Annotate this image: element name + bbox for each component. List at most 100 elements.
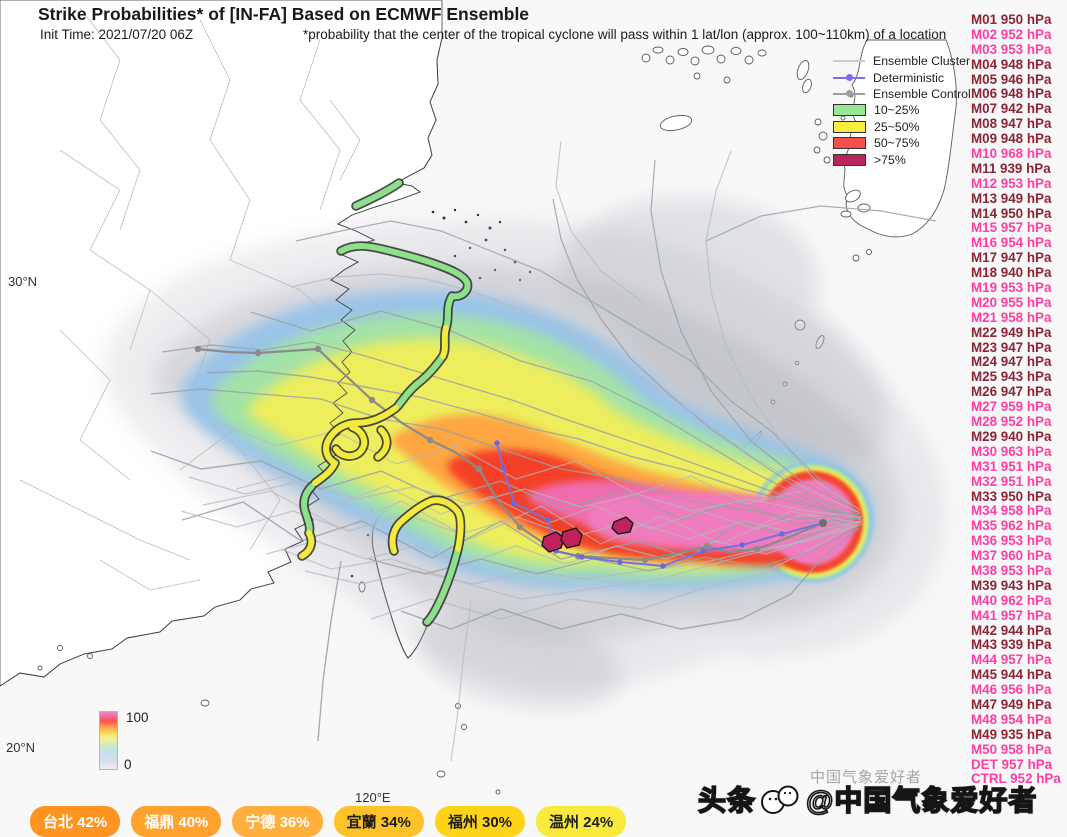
ensemble-member: M13 949 hPa — [971, 190, 1052, 206]
watermark: 头条 @中国气象爱好者 — [697, 779, 1038, 819]
ensemble-member: M30 963 hPa — [971, 443, 1052, 459]
legend-label: >75% — [874, 152, 906, 167]
legend-color-box — [833, 137, 866, 150]
probability-colorbar — [99, 711, 118, 770]
legend-line-sample — [833, 88, 865, 100]
ensemble-member: M49 935 hPa — [971, 726, 1052, 742]
city-probability-badge: 福州 30% — [434, 806, 526, 837]
ensemble-member: M17 947 hPa — [971, 250, 1052, 266]
ensemble-member: M46 956 hPa — [971, 682, 1052, 698]
legend-color-box — [833, 104, 866, 117]
legend-label: Ensemble Cluster — [873, 54, 971, 69]
ensemble-member: M42 944 hPa — [971, 622, 1052, 638]
city-probability-badge: 台北 42% — [30, 806, 121, 837]
ensemble-member: M38 953 hPa — [971, 562, 1052, 578]
ensemble-member: M11 939 hPa — [971, 160, 1051, 176]
legend-label: 50~75% — [874, 136, 920, 151]
deterministic-track — [494, 440, 827, 569]
legend-line-sample — [833, 55, 865, 67]
ensemble-member: M05 946 hPa — [971, 71, 1052, 87]
city-probability-badge: 宁德 36% — [232, 806, 323, 837]
legend-line-sample — [833, 72, 865, 84]
ensemble-member: M23 947 hPa — [971, 339, 1052, 355]
ensemble-member: M40 962 hPa — [971, 592, 1052, 608]
ensemble-member: M01 950 hPa — [971, 12, 1052, 27]
watermark-brand: 头条 — [697, 784, 757, 817]
ensemble-member: M50 958 hPa — [971, 741, 1052, 757]
ensemble-member: M27 959 hPa — [971, 399, 1052, 415]
ensemble-member: M41 957 hPa — [971, 607, 1052, 623]
legend-track-row: Deterministic — [833, 69, 971, 85]
ensemble-member: M08 947 hPa — [971, 116, 1052, 132]
probability-field — [103, 197, 946, 709]
ensemble-member: M07 942 hPa — [971, 101, 1052, 117]
ensemble-member: DET 957 hPa — [971, 756, 1053, 772]
ensemble-member: M26 947 hPa — [971, 384, 1052, 400]
lon-tick-120e: 120°E — [355, 790, 391, 805]
ensemble-member: M45 944 hPa — [971, 667, 1052, 683]
ensemble-member: M28 952 hPa — [971, 414, 1052, 430]
legend-band-row: 25~50% — [833, 119, 971, 135]
ensemble-member: M39 943 hPa — [971, 577, 1052, 593]
ensemble-member: M12 953 hPa — [971, 175, 1052, 191]
legend-track-row: Ensemble Cluster — [833, 53, 971, 69]
legend-label: Deterministic — [873, 70, 945, 85]
city-probability-badges: 台北 42% 福鼎 40% 宁德 36% 宜蘭 34% 福州 30% 温州 24% — [30, 806, 627, 837]
colorbar-min-label: 0 — [124, 757, 132, 772]
probability-footnote: *probability that the center of the trop… — [303, 27, 947, 42]
init-time-label: Init Time: 2021/07/20 06Z — [40, 27, 194, 42]
ensemble-member: M43 939 hPa — [971, 637, 1052, 653]
ensemble-member: M10 968 hPa — [971, 146, 1052, 162]
lat-tick-20n: 20°N — [6, 740, 36, 755]
city-probability-badge: 福鼎 40% — [131, 806, 222, 837]
legend-band-row: 50~75% — [833, 135, 971, 151]
legend-label: Ensemble Control — [873, 86, 971, 101]
ensemble-member: M19 953 hPa — [971, 280, 1052, 296]
city-probability-badge: 宜蘭 34% — [333, 806, 424, 837]
ensemble-member: M32 951 hPa — [971, 473, 1052, 489]
legend-color-box — [833, 120, 866, 133]
ensemble-member: M29 940 hPa — [971, 428, 1052, 444]
ensemble-member: M02 952 hPa — [971, 26, 1052, 42]
city-probability-badge: 温州 24% — [536, 806, 627, 837]
colorbar-max-label: 100 — [126, 710, 149, 725]
lat-tick-30n: 30°N — [8, 274, 38, 289]
legend: Ensemble Cluster Deterministic Ensemble Co… — [833, 53, 971, 168]
ensemble-member: M16 954 hPa — [971, 235, 1052, 251]
ensemble-member: M47 949 hPa — [971, 696, 1052, 712]
ensemble-member: M03 953 hPa — [971, 41, 1052, 57]
watermark-handle: @中国气象爱好者 — [805, 784, 1038, 817]
ensemble-member: M31 951 hPa — [971, 458, 1052, 474]
ensemble-member: M20 955 hPa — [971, 294, 1052, 310]
ensemble-member: M09 948 hPa — [971, 131, 1052, 147]
ensemble-member: M18 940 hPa — [971, 265, 1052, 281]
legend-band-row: 10~25% — [833, 102, 971, 118]
ensemble-member: M34 958 hPa — [971, 503, 1052, 519]
ensemble-member: M48 954 hPa — [971, 711, 1052, 727]
ensemble-member: CTRL 952 hPa — [971, 771, 1061, 787]
legend-band-row: >75% — [833, 151, 971, 167]
ensemble-member: M06 948 hPa — [971, 86, 1052, 102]
ensemble-member: M35 962 hPa — [971, 518, 1052, 534]
coastline-overlay — [0, 37, 443, 687]
ensemble-member: M36 953 hPa — [971, 533, 1052, 549]
coast-probability-bands — [297, 178, 473, 627]
legend-label: 10~25% — [874, 103, 920, 118]
ensemble-member: M14 950 hPa — [971, 205, 1052, 221]
legend-label: 25~50% — [874, 119, 920, 134]
ensemble-member: M33 950 hPa — [971, 488, 1052, 504]
cloud-logo-icon — [761, 785, 799, 814]
ensemble-member: M15 957 hPa — [971, 220, 1052, 236]
ensemble-member: M21 958 hPa — [971, 309, 1052, 325]
legend-color-box — [833, 153, 866, 166]
page-title: Strike Probabilities* of [IN-FA] Based o… — [38, 4, 530, 24]
ensemble-member: M25 943 hPa — [971, 369, 1052, 385]
ensemble-member: M22 949 hPa — [971, 324, 1052, 340]
faint-watermark: 中国气象爱好者 — [810, 769, 923, 786]
ensemble-member-list: M01 950 hPa M02 952 hPa M03 953 hPa M04 948… — [971, 12, 1061, 787]
ensemble-tracks-layer — [150, 140, 937, 762]
high-probability-blobs — [541, 516, 634, 553]
ensemble-member: M24 947 hPa — [971, 354, 1052, 370]
